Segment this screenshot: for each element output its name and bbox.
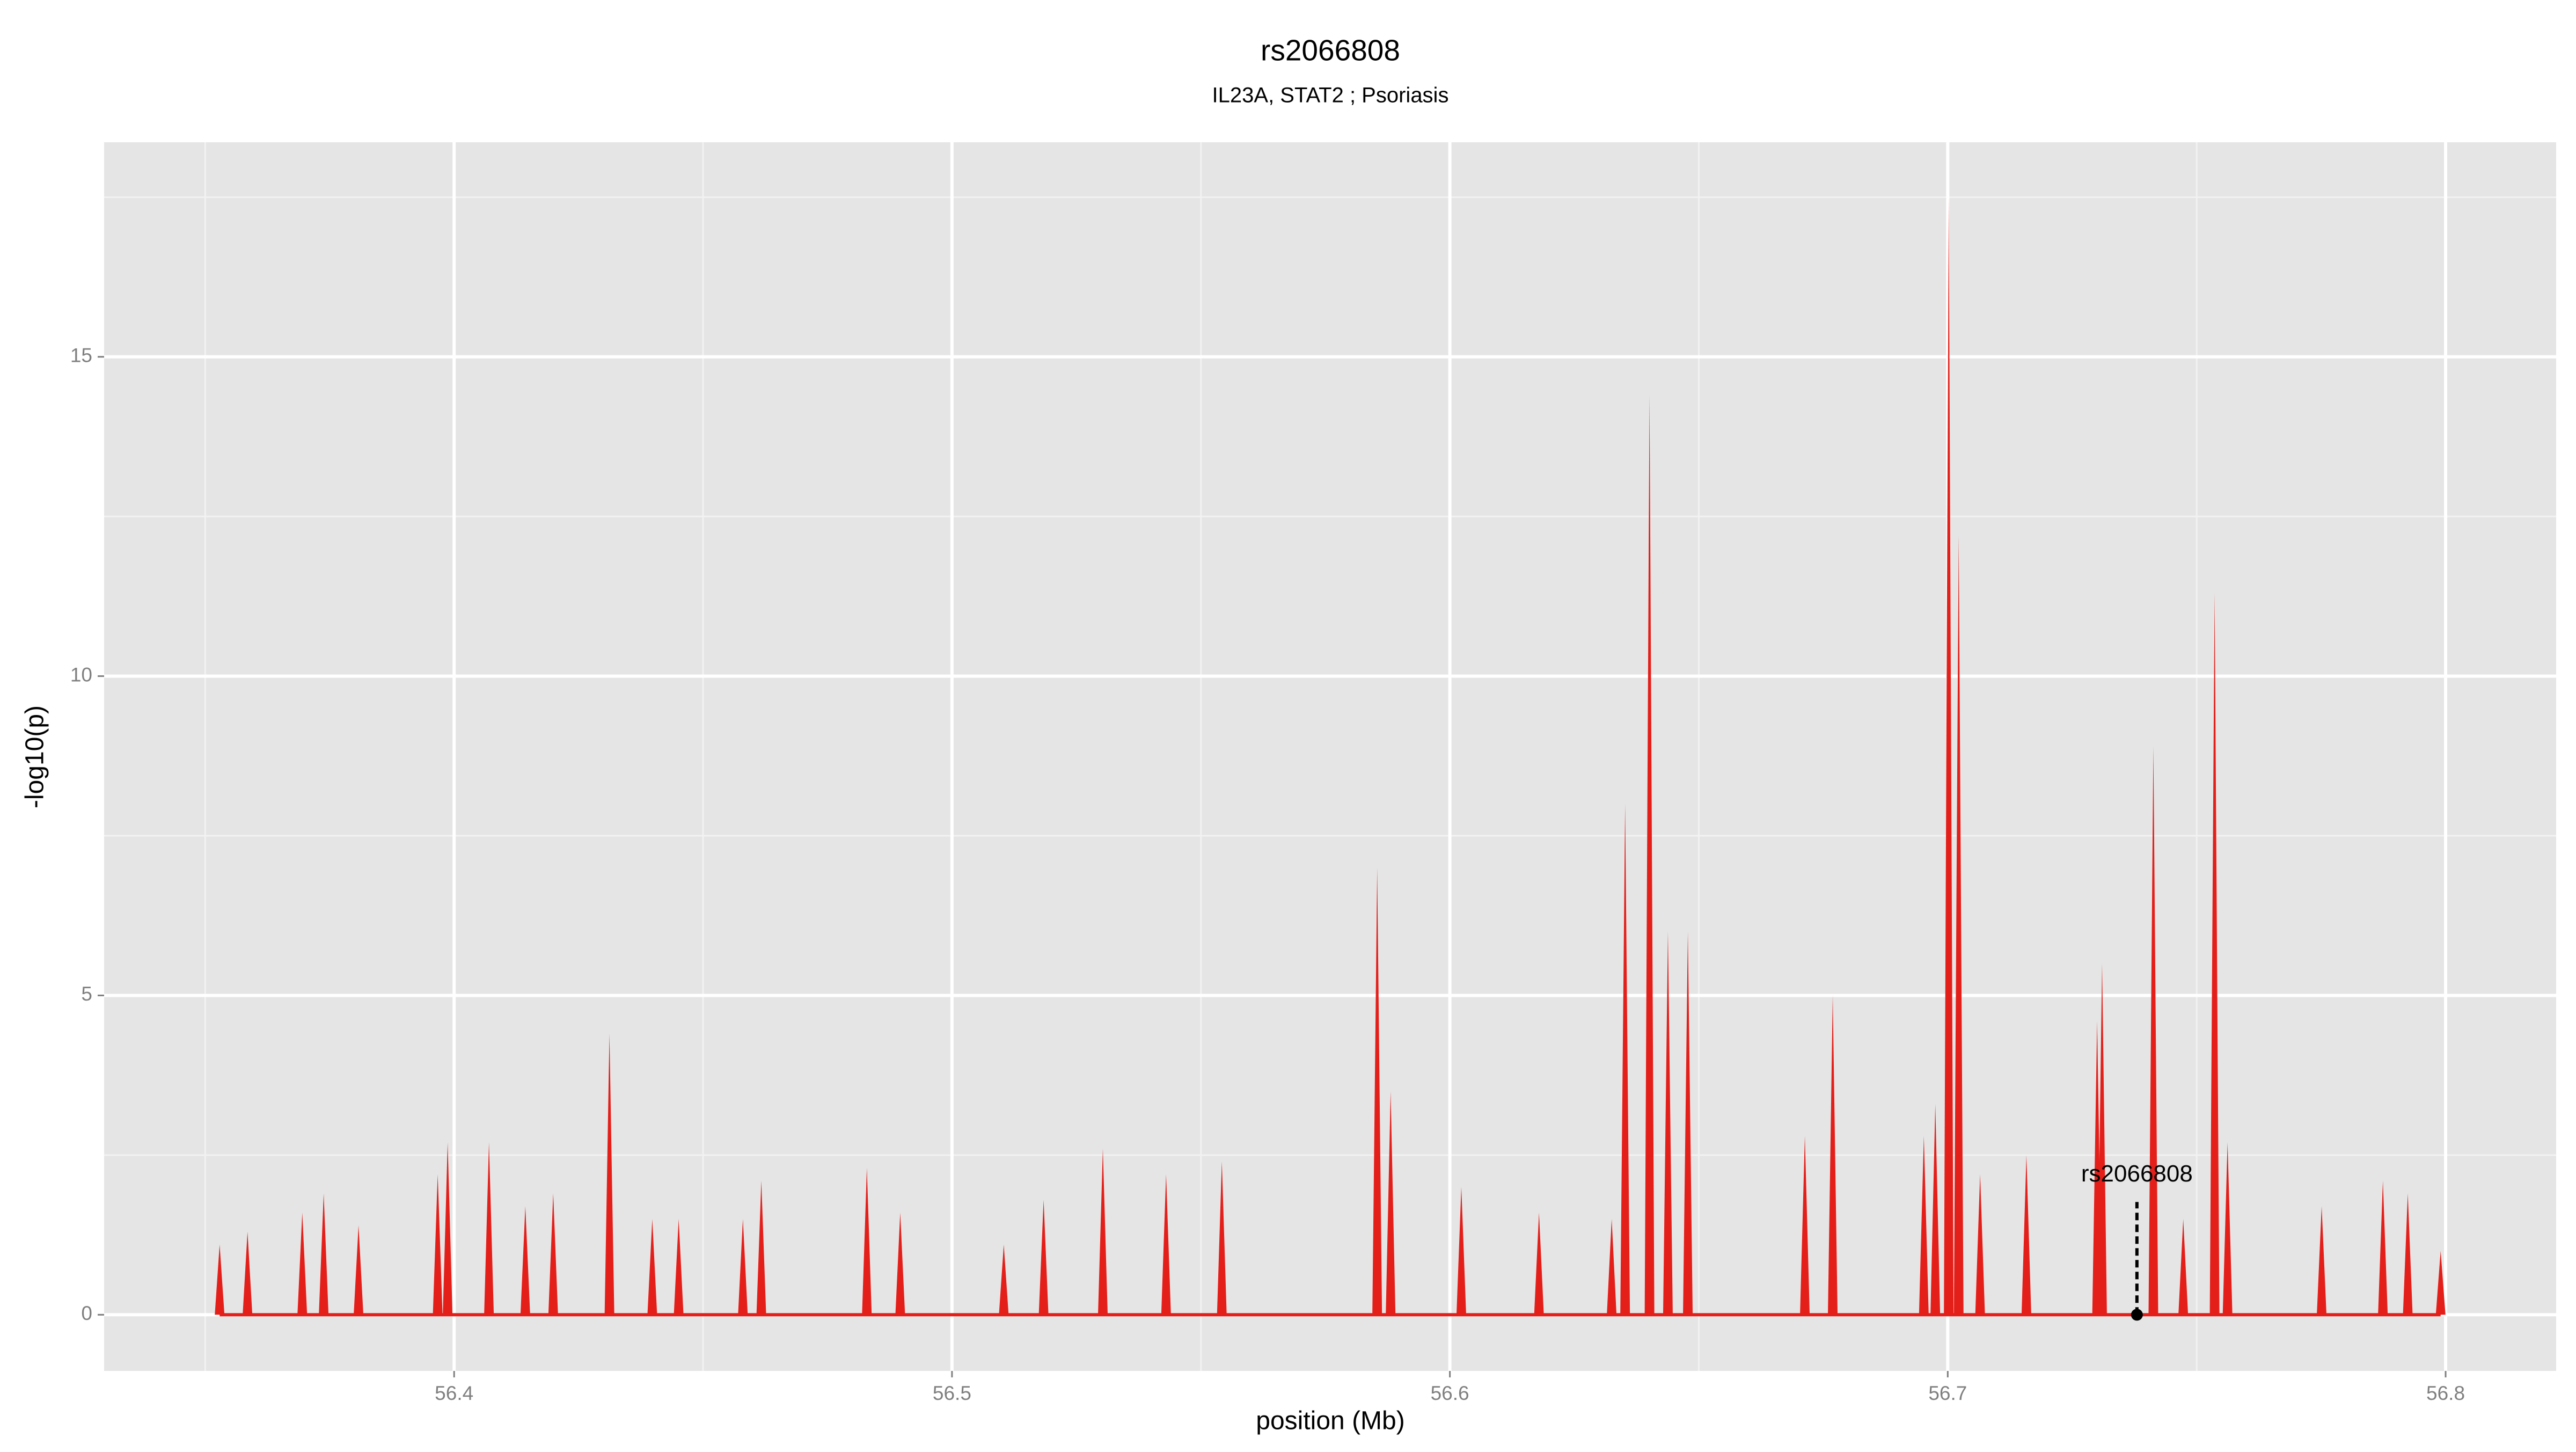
chart-subtitle: IL23A, STAT2 ; Psoriasis: [1212, 84, 1449, 107]
spike: [1828, 995, 1838, 1315]
spike: [647, 1218, 657, 1315]
y-tick-label: 5: [81, 983, 92, 1005]
x-tick-label: 56.7: [1928, 1382, 1967, 1404]
spike: [1953, 535, 1964, 1315]
spike: [1683, 931, 1693, 1315]
spike: [862, 1168, 872, 1315]
spike: [2021, 1155, 2031, 1315]
spike: [215, 1244, 225, 1315]
spike: [1372, 867, 1382, 1315]
spike: [604, 1033, 614, 1315]
x-axis-label: position (Mb): [1256, 1407, 1404, 1435]
spike: [1919, 1136, 1929, 1315]
x-tick-label: 56.4: [435, 1382, 473, 1404]
spike: [2097, 963, 2107, 1315]
spike: [2378, 1180, 2388, 1315]
spike: [319, 1193, 329, 1315]
highlight-label: rs2066808: [2081, 1161, 2193, 1187]
spike: [243, 1231, 253, 1315]
spike: [1386, 1091, 1396, 1315]
spike: [443, 1142, 453, 1315]
spike: [756, 1180, 766, 1315]
spike: [1038, 1200, 1049, 1315]
highlight-point: [2131, 1309, 2143, 1321]
spike: [1663, 931, 1673, 1315]
spike: [354, 1225, 364, 1315]
spike: [484, 1142, 494, 1315]
spike: [548, 1193, 558, 1315]
spike: [1930, 1104, 1941, 1315]
y-tick-label: 15: [70, 345, 92, 367]
spike: [2435, 1251, 2446, 1315]
y-axis-label: -log10(p): [21, 705, 49, 808]
spike: [1644, 395, 1655, 1315]
spike: [1607, 1218, 1617, 1315]
spike: [895, 1212, 905, 1315]
spike: [738, 1218, 748, 1315]
spike: [1161, 1174, 1171, 1315]
x-tick-label: 56.6: [1431, 1382, 1469, 1404]
spike: [2222, 1142, 2233, 1315]
spike: [1975, 1174, 1985, 1315]
spike: [1800, 1136, 1810, 1315]
spike: [1097, 1148, 1108, 1315]
spike: [2178, 1218, 2189, 1315]
spike: [999, 1244, 1009, 1315]
x-tick-label: 56.5: [933, 1382, 971, 1404]
spike: [2148, 746, 2158, 1315]
spike: [1456, 1187, 1466, 1315]
marks: [215, 197, 2446, 1317]
y-tick-label: 10: [70, 663, 92, 685]
x-tick-label: 56.8: [2426, 1382, 2465, 1404]
panel: [104, 142, 2556, 1371]
spike: [2317, 1206, 2327, 1315]
spike: [520, 1206, 530, 1315]
spike: [433, 1174, 443, 1315]
spike: [1944, 197, 1954, 1315]
chart-title: rs2066808: [1261, 34, 1400, 67]
spike: [1217, 1161, 1227, 1315]
spike: [1534, 1212, 1544, 1315]
spike: [1620, 804, 1630, 1315]
spike: [297, 1212, 308, 1315]
spike: [674, 1218, 684, 1315]
y-tick-label: 0: [81, 1302, 92, 1324]
spike: [2209, 593, 2220, 1315]
spike: [2403, 1193, 2413, 1315]
